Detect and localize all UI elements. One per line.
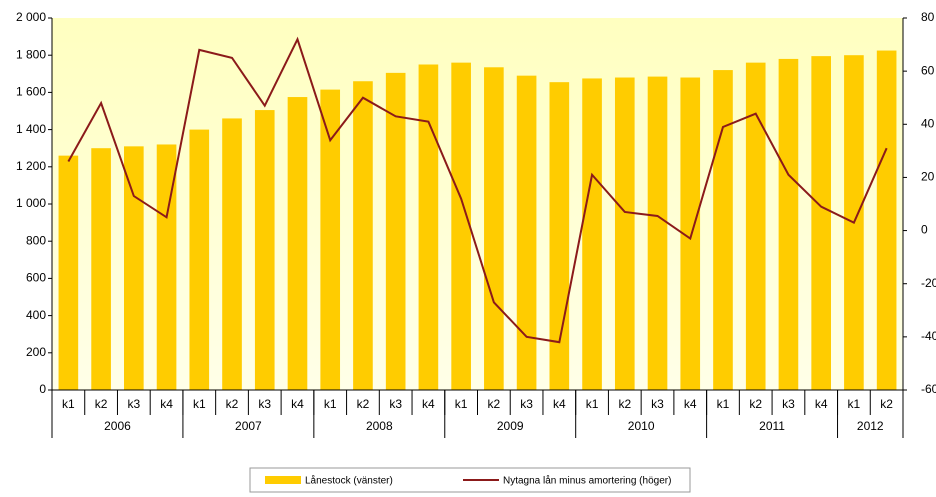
group-label: 2006: [104, 419, 131, 433]
bar: [222, 118, 242, 390]
bar: [484, 67, 504, 390]
legend-swatch: [265, 476, 301, 484]
y2-tick-label: 80: [921, 10, 935, 24]
legend-label: Nytagna lån minus amortering (höger): [503, 475, 671, 487]
y2-tick-label: -40: [921, 329, 936, 343]
x-tick-label: k3: [520, 397, 533, 411]
bar: [876, 50, 897, 391]
group-label: 2010: [628, 419, 655, 433]
x-tick-label: k2: [749, 397, 762, 411]
x-tick-label: k4: [684, 397, 697, 411]
x-tick-label: k2: [226, 397, 239, 411]
bar: [353, 81, 373, 391]
y-tick-label: 1 400: [16, 122, 46, 136]
x-tick-label: k3: [127, 397, 140, 411]
y-tick-label: 1 200: [16, 159, 46, 173]
y2-tick-label: 20: [921, 170, 935, 184]
bar: [385, 72, 406, 391]
bar: [254, 110, 275, 390]
x-tick-label: k4: [815, 397, 828, 411]
x-tick-label: k1: [193, 397, 206, 411]
bar: [713, 70, 733, 390]
x-tick-label: k1: [62, 397, 75, 411]
x-tick-label: k3: [651, 397, 664, 411]
x-tick-label: k1: [586, 397, 599, 411]
group-label: 2008: [366, 419, 393, 433]
bar: [287, 97, 308, 391]
x-tick-label: k2: [488, 397, 501, 411]
y-tick-label: 1 800: [16, 47, 46, 61]
x-tick-label: k3: [782, 397, 795, 411]
y-tick-label: 2 000: [16, 10, 46, 24]
x-tick-label: k2: [95, 397, 108, 411]
y-tick-label: 800: [26, 233, 46, 247]
bar: [189, 129, 210, 390]
group-label: 2012: [857, 419, 884, 433]
x-tick-label: k1: [455, 397, 468, 411]
x-tick-label: k1: [848, 397, 861, 411]
y-tick-label: 0: [39, 382, 46, 396]
bar: [549, 82, 570, 391]
y-tick-label: 1 600: [16, 85, 46, 99]
x-tick-label: k2: [618, 397, 631, 411]
x-tick-label: k2: [880, 397, 893, 411]
group-label: 2011: [759, 419, 785, 433]
bar: [647, 76, 668, 390]
y-tick-label: 1 000: [16, 196, 46, 210]
y-tick-label: 600: [26, 271, 46, 285]
bar: [614, 77, 635, 391]
x-tick-label: k4: [553, 397, 566, 411]
x-tick-label: k3: [258, 397, 271, 411]
bar: [156, 144, 177, 390]
x-tick-label: k4: [422, 397, 435, 411]
y2-tick-label: -20: [921, 276, 936, 290]
bar: [451, 62, 471, 390]
bar: [811, 56, 831, 390]
y-tick-label: 200: [26, 345, 46, 359]
x-tick-label: k4: [291, 397, 304, 411]
bar: [582, 78, 602, 390]
bar: [320, 89, 341, 391]
bar: [91, 148, 111, 390]
x-tick-label: k1: [324, 397, 337, 411]
group-label: 2009: [497, 419, 524, 433]
line: [67, 36, 888, 344]
bar: [516, 75, 537, 390]
y2-tick-label: 0: [921, 223, 928, 237]
legend-label: Lånestock (vänster): [305, 475, 393, 487]
group-label: 2007: [235, 419, 262, 433]
x-tick-label: k1: [717, 397, 730, 411]
x-tick-label: k3: [389, 397, 402, 411]
y2-tick-label: -60: [921, 382, 936, 396]
y2-tick-label: 40: [921, 116, 935, 130]
bar: [680, 77, 701, 391]
x-tick-label: k2: [357, 397, 370, 411]
bar: [124, 146, 144, 390]
x-tick-label: k4: [160, 397, 173, 411]
y-tick-label: 400: [26, 308, 46, 322]
plot-area: [52, 18, 903, 390]
bar: [778, 58, 799, 391]
bar: [58, 155, 79, 390]
bar: [745, 62, 766, 390]
bar: [418, 64, 439, 390]
y2-tick-label: 60: [921, 63, 935, 77]
